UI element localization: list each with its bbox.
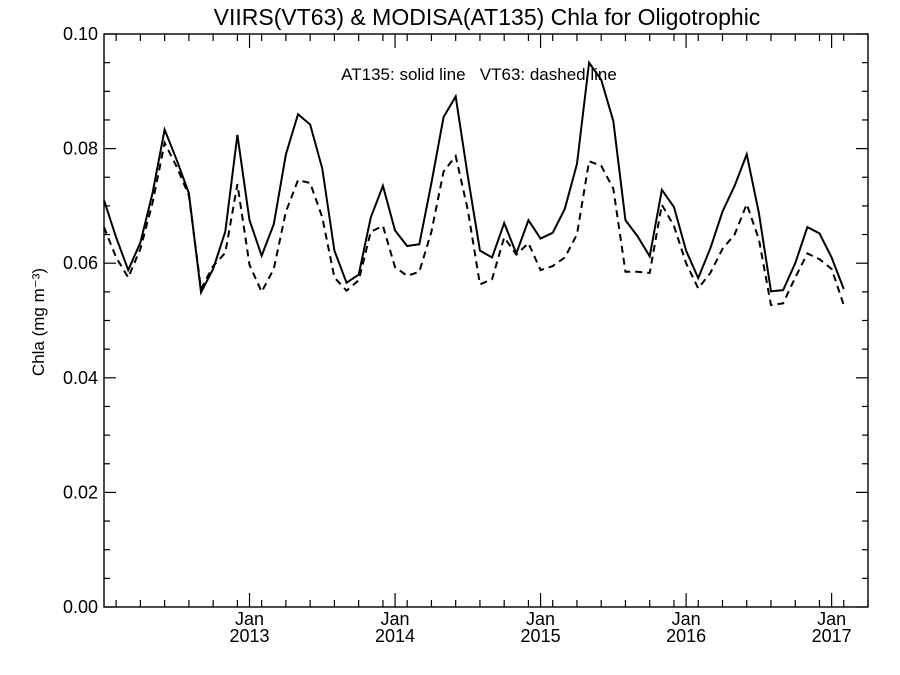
x-tick-month-label: Jan — [672, 609, 701, 629]
y-axis-label: Chla (mg m⁻³) — [29, 268, 48, 376]
plot-frame — [103, 33, 869, 608]
y-tick-label: 0.04 — [63, 368, 98, 388]
x-tick-year-label: 2014 — [375, 626, 415, 646]
x-tick-year-label: 2013 — [230, 626, 270, 646]
x-tick-month-label: Jan — [381, 609, 410, 629]
x-tick-month-label: Jan — [526, 609, 555, 629]
y-tick-label: 0.00 — [63, 597, 98, 617]
series-vt63-line — [103, 139, 845, 307]
y-tick-label: 0.08 — [63, 139, 98, 159]
line-style-annotation: AT135: solid line VT63: dashed line — [341, 65, 617, 84]
x-tick-year-label: 2015 — [521, 626, 561, 646]
y-tick-label: 0.02 — [63, 482, 98, 502]
y-axis-ticks: 0.00 0.02 0.04 0.06 0.08 0.10 — [63, 24, 868, 617]
x-tick-year-label: 2017 — [812, 626, 852, 646]
series-layer — [103, 59, 845, 307]
y-tick-label: 0.06 — [63, 253, 98, 273]
x-tick-year-label: 2016 — [666, 626, 706, 646]
x-tick-month-label: Jan — [817, 609, 846, 629]
chart-title: VIIRS(VT63) & MODISA(AT135) Chla for Oli… — [214, 4, 761, 30]
x-tick-month-label: Jan — [235, 609, 264, 629]
series-at135-line — [103, 59, 845, 296]
y-tick-label: 0.10 — [63, 24, 98, 44]
